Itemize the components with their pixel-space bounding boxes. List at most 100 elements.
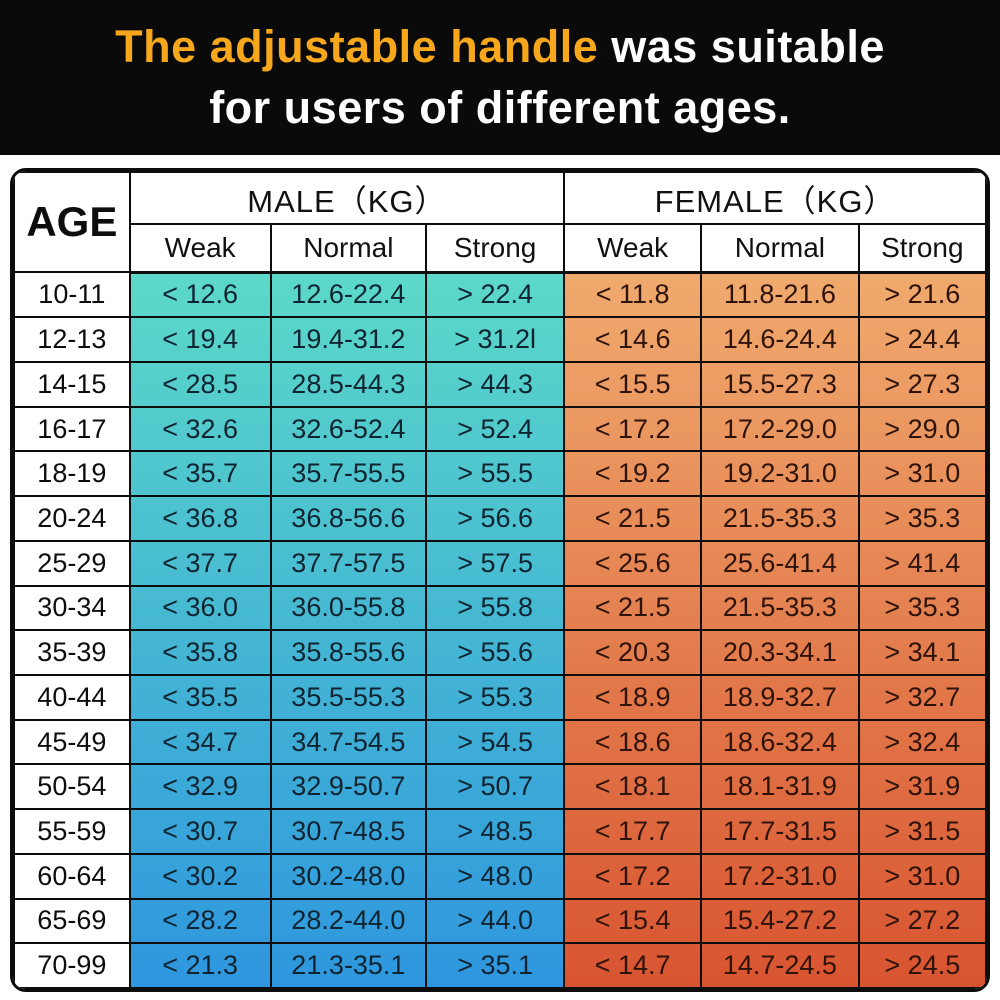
male-normal-cell: 35.8-55.6 xyxy=(269,629,428,676)
table-row: 18-19 < 35.7 35.7-55.5 > 55.5 < 19.2 19.2-31.… xyxy=(13,450,987,498)
table-row: 10-11 < 12.6 12.6-22.4 > 22.4 < 11.8 11.8-21.… xyxy=(13,270,987,319)
age-cell: 55-59 xyxy=(13,808,131,855)
male-normal-cell: 28.5-44.3 xyxy=(269,361,428,408)
male-strong-cell: > 56.6 xyxy=(425,495,566,542)
table-row: 50-54 < 32.9 32.9-50.7 > 50.7 < 18.1 18.1-31.… xyxy=(13,763,987,811)
male-strong-cell: > 50.7 xyxy=(425,763,566,811)
female-weak-cell: < 21.5 xyxy=(563,495,703,542)
age-column-header: AGE xyxy=(13,171,131,273)
male-normal-cell: 35.5-55.3 xyxy=(269,674,428,721)
female-strong-header: Strong xyxy=(857,223,987,274)
male-normal-cell: 37.7-57.5 xyxy=(269,539,428,587)
female-weak-cell: < 14.7 xyxy=(563,942,703,989)
table-row: 40-44 < 35.5 35.5-55.3 > 55.3 < 18.9 18.9-32.… xyxy=(13,674,987,721)
male-normal-cell: 12.6-22.4 xyxy=(269,270,428,319)
female-strong-cell: > 32.4 xyxy=(857,718,987,766)
female-weak-cell: < 17.2 xyxy=(563,852,703,900)
female-normal-cell: 18.9-32.7 xyxy=(700,674,860,721)
male-weak-cell: < 36.0 xyxy=(128,584,272,632)
male-strong-cell: > 57.5 xyxy=(425,539,566,587)
table-row: 60-64 < 30.2 30.2-48.0 > 48.0 < 17.2 17.2-31.… xyxy=(13,852,987,900)
female-normal-cell: 17.7-31.5 xyxy=(700,808,860,855)
female-weak-cell: < 15.4 xyxy=(563,897,703,945)
male-strong-cell: > 22.4 xyxy=(425,270,566,319)
male-strong-cell: > 52.4 xyxy=(425,405,566,453)
table-body: 10-11 < 12.6 12.6-22.4 > 22.4 < 11.8 11.8-21.… xyxy=(13,270,987,989)
female-strong-cell: > 31.0 xyxy=(857,852,987,900)
male-strong-cell: > 54.5 xyxy=(425,718,566,766)
female-normal-cell: 21.5-35.3 xyxy=(700,584,860,632)
male-strong-cell: > 55.5 xyxy=(425,450,566,498)
male-group-header: MALE（KG） xyxy=(128,171,566,225)
age-cell: 20-24 xyxy=(13,495,131,542)
age-cell: 70-99 xyxy=(13,942,131,989)
female-strong-cell: > 27.3 xyxy=(857,361,987,408)
male-strong-cell: > 44.0 xyxy=(425,897,566,945)
table-row: 14-15 < 28.5 28.5-44.3 > 44.3 < 15.5 15.5-27.… xyxy=(13,361,987,408)
female-weak-header: Weak xyxy=(563,223,703,274)
male-weak-cell: < 30.7 xyxy=(128,808,272,855)
female-strong-cell: > 27.2 xyxy=(857,897,987,945)
table-row: 12-13 < 19.4 19.4-31.2 > 31.2l < 14.6 14.6-24… xyxy=(13,316,987,364)
male-strong-cell: > 48.5 xyxy=(425,808,566,855)
female-normal-cell: 19.2-31.0 xyxy=(700,450,860,498)
female-normal-cell: 25.6-41.4 xyxy=(700,539,860,587)
female-weak-cell: < 25.6 xyxy=(563,539,703,587)
male-weak-cell: < 36.8 xyxy=(128,495,272,542)
male-weak-cell: < 19.4 xyxy=(128,316,272,364)
female-weak-cell: < 18.6 xyxy=(563,718,703,766)
age-cell: 60-64 xyxy=(13,852,131,900)
female-normal-cell: 15.5-27.3 xyxy=(700,361,860,408)
female-strong-cell: > 31.0 xyxy=(857,450,987,498)
male-normal-cell: 32.6-52.4 xyxy=(269,405,428,453)
male-strong-cell: > 44.3 xyxy=(425,361,566,408)
age-cell: 10-11 xyxy=(13,270,131,319)
female-normal-cell: 11.8-21.6 xyxy=(700,270,860,319)
strength-table-wrapper: AGE MALE（KG） FEMALE（KG） Weak Normal Stro… xyxy=(10,168,990,992)
age-cell: 45-49 xyxy=(13,718,131,766)
female-weak-cell: < 17.7 xyxy=(563,808,703,855)
age-cell: 14-15 xyxy=(13,361,131,408)
female-strong-cell: > 41.4 xyxy=(857,539,987,587)
table-row: 30-34 < 36.0 36.0-55.8 > 55.8 < 21.5 21.5-35.… xyxy=(13,584,987,632)
female-weak-cell: < 18.9 xyxy=(563,674,703,721)
table-row: 65-69 < 28.2 28.2-44.0 > 44.0 < 15.4 15.4-27.… xyxy=(13,897,987,945)
table-row: 45-49 < 34.7 34.7-54.5 > 54.5 < 18.6 18.6-32.… xyxy=(13,718,987,766)
title-highlight: The adjustable handle xyxy=(115,21,599,72)
male-normal-cell: 34.7-54.5 xyxy=(269,718,428,766)
age-cell: 40-44 xyxy=(13,674,131,721)
female-weak-cell: < 19.2 xyxy=(563,450,703,498)
age-cell: 50-54 xyxy=(13,763,131,811)
table-row: 16-17 < 32.6 32.6-52.4 > 52.4 < 17.2 17.2-29.… xyxy=(13,405,987,453)
male-normal-cell: 36.8-56.6 xyxy=(269,495,428,542)
male-weak-cell: < 32.6 xyxy=(128,405,272,453)
table-row: 35-39 < 35.8 35.8-55.6 > 55.6 < 20.3 20.3-34.… xyxy=(13,629,987,676)
male-strong-cell: > 55.3 xyxy=(425,674,566,721)
male-strong-header: Strong xyxy=(425,223,566,274)
age-cell: 65-69 xyxy=(13,897,131,945)
male-weak-cell: < 28.5 xyxy=(128,361,272,408)
age-cell: 30-34 xyxy=(13,584,131,632)
male-strong-cell: > 55.6 xyxy=(425,629,566,676)
age-cell: 25-29 xyxy=(13,539,131,587)
male-normal-cell: 36.0-55.8 xyxy=(269,584,428,632)
female-strong-cell: > 31.9 xyxy=(857,763,987,811)
male-normal-cell: 19.4-31.2 xyxy=(269,316,428,364)
female-weak-cell: < 17.2 xyxy=(563,405,703,453)
female-normal-header: Normal xyxy=(700,223,860,274)
female-strong-cell: > 35.3 xyxy=(857,495,987,542)
sub-header-row: Weak Normal Strong Weak Normal Strong xyxy=(14,223,987,274)
female-weak-cell: < 14.6 xyxy=(563,316,703,364)
female-strong-cell: > 21.6 xyxy=(857,270,987,319)
male-strong-cell: > 31.2l xyxy=(425,316,566,364)
male-strong-cell: > 55.8 xyxy=(425,584,566,632)
table-row: 25-29 < 37.7 37.7-57.5 > 57.5 < 25.6 25.6-41.… xyxy=(13,539,987,587)
group-header-row: AGE MALE（KG） FEMALE（KG） xyxy=(13,171,987,273)
female-strong-cell: > 32.7 xyxy=(857,674,987,721)
female-weak-cell: < 15.5 xyxy=(563,361,703,408)
table-row: 70-99 < 21.3 21.3-35.1 > 35.1 < 14.7 14.7-24.… xyxy=(13,942,987,989)
male-weak-cell: < 35.7 xyxy=(128,450,272,498)
male-weak-cell: < 28.2 xyxy=(128,897,272,945)
female-weak-cell: < 20.3 xyxy=(563,629,703,676)
age-cell: 12-13 xyxy=(13,316,131,364)
